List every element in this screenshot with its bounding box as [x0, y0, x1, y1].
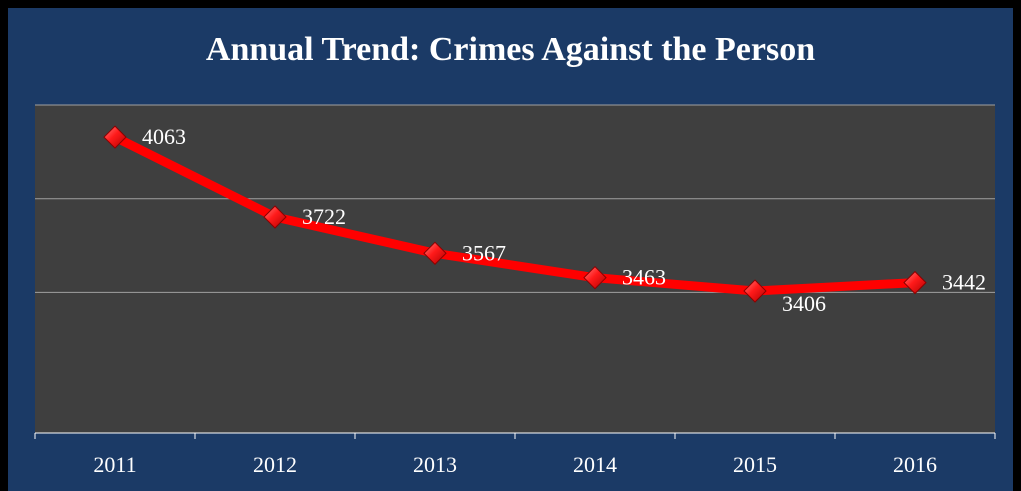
- data-point-marker: [263, 205, 287, 229]
- data-point-marker: [903, 270, 927, 295]
- x-axis: [34, 432, 996, 439]
- x-tick-label: 2016: [893, 452, 937, 477]
- series-line: [110, 132, 920, 296]
- x-tick-labels: 2011 2012 2013 2014 2015 2016: [93, 452, 937, 477]
- data-label: 4063: [142, 124, 186, 149]
- data-label: 3567: [462, 240, 506, 265]
- x-tick-label: 2015: [733, 452, 777, 477]
- x-tick-label: 2014: [573, 452, 617, 477]
- chart-title: Annual Trend: Crimes Against the Person: [205, 31, 816, 68]
- gridlines: [35, 104, 995, 293]
- x-tick-label: 2012: [253, 452, 297, 477]
- data-point-marker: [583, 265, 607, 290]
- series-line-group: [110, 132, 920, 296]
- data-label: 3442: [942, 270, 986, 295]
- data-point-marker: [103, 125, 127, 149]
- data-label: 3406: [782, 291, 826, 316]
- data-point-marker: [743, 279, 767, 303]
- data-label: 3722: [302, 204, 346, 229]
- data-point-marker: [423, 241, 447, 266]
- x-tick-label: 2013: [413, 452, 457, 477]
- data-markers: [103, 125, 927, 303]
- data-labels: 4063 3722 3567 3463 3406 3442: [142, 124, 986, 316]
- x-tick-label: 2011: [93, 452, 136, 477]
- data-label: 3463: [622, 265, 666, 290]
